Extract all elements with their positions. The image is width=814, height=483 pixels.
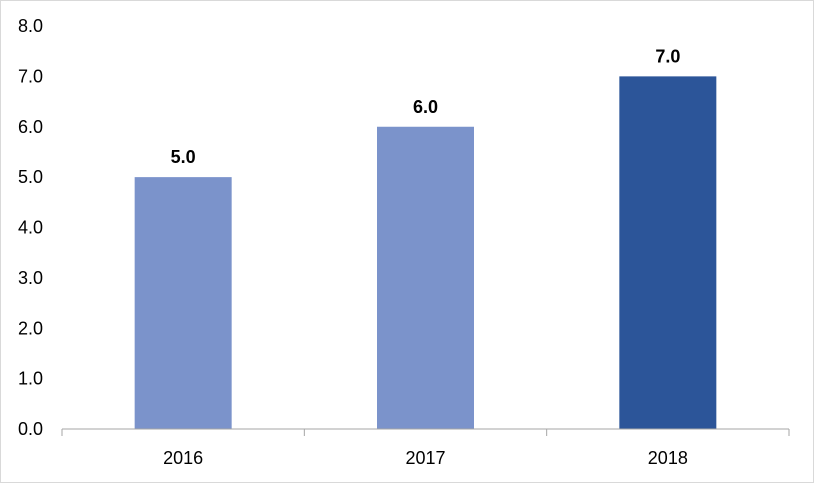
x-axis-ticks — [61, 429, 790, 436]
x-tick-label-2017: 2017 — [405, 448, 445, 468]
bar-2016 — [134, 177, 232, 429]
data-label-group: 5.0 6.0 7.0 — [171, 46, 681, 167]
data-label-2018: 7.0 — [655, 46, 680, 66]
y-tick-label: 2.0 — [18, 318, 43, 338]
y-tick-label: 4.0 — [18, 218, 43, 238]
y-tick-label: 7.0 — [18, 66, 43, 86]
y-tick-label: 0.0 — [18, 419, 43, 439]
data-label-2016: 5.0 — [171, 147, 196, 167]
y-tick-label: 5.0 — [18, 167, 43, 187]
y-tick-label: 3.0 — [18, 268, 43, 288]
bar-group — [134, 76, 717, 429]
x-axis-tick-labels: 2016 2017 2018 — [163, 448, 688, 468]
x-tick-label-2018: 2018 — [648, 448, 688, 468]
x-tick-label-2016: 2016 — [163, 448, 203, 468]
data-label-2017: 6.0 — [413, 97, 438, 117]
y-axis-tick-labels: 0.0 1.0 2.0 3.0 4.0 5.0 6.0 7.0 8.0 — [18, 16, 43, 439]
y-tick-label: 8.0 — [18, 16, 43, 36]
y-tick-label: 1.0 — [18, 369, 43, 389]
bar-2017 — [377, 126, 474, 429]
bar-2018 — [619, 76, 717, 429]
y-tick-label: 6.0 — [18, 117, 43, 137]
